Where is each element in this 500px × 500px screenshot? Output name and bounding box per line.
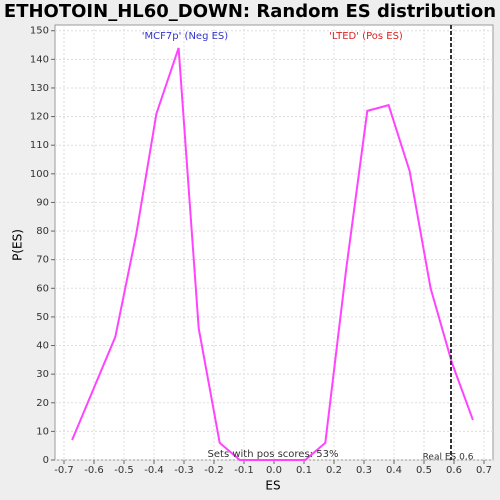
x-tick-label: 0.4: [386, 465, 402, 476]
x-tick-label: -0.4: [144, 465, 164, 476]
x-axis-title: ES: [265, 479, 280, 493]
x-tick-label: -0.5: [114, 465, 134, 476]
x-tick-label: -0.3: [174, 465, 194, 476]
y-tick-label: 120: [30, 112, 49, 123]
x-tick-label: -0.6: [84, 465, 104, 476]
y-tick-label: 110: [30, 140, 49, 151]
footnote: Sets with pos scores: 53%: [208, 449, 339, 460]
y-tick-label: 90: [36, 197, 49, 208]
y-tick-label: 80: [36, 226, 49, 237]
x-tick-label: 0.2: [326, 465, 342, 476]
chart-title: ETHOTOIN_HL60_DOWN: Random ES distributi…: [4, 1, 496, 22]
y-tick-label: 30: [36, 369, 49, 380]
x-tick-label: 0.6: [446, 465, 462, 476]
x-tick-label: -0.7: [54, 465, 74, 476]
x-tick-label: 0.1: [296, 465, 312, 476]
y-tick-label: 40: [36, 341, 49, 352]
y-tick-label: 140: [30, 54, 49, 65]
x-tick-label: 0.0: [266, 465, 282, 476]
y-tick-label: 100: [30, 169, 49, 180]
y-tick-label: 20: [36, 398, 49, 409]
x-tick-label: -0.1: [234, 465, 254, 476]
real-es-label: Real ES 0.6: [423, 453, 474, 463]
y-tick-label: 50: [36, 312, 49, 323]
x-tick-label: 0.5: [416, 465, 432, 476]
y-tick-label: 70: [36, 255, 49, 266]
line-series: [71, 47, 474, 461]
neg-label: 'MCF7p' (Neg ES): [142, 31, 228, 42]
y-tick-label: 150: [30, 26, 49, 37]
pos-label: 'LTED' (Pos ES): [329, 31, 403, 42]
y-tick-label: 60: [36, 283, 49, 294]
x-tick-label: 0.7: [476, 465, 492, 476]
y-axis-title: P(ES): [11, 229, 25, 261]
x-tick-label: -0.2: [204, 465, 224, 476]
y-tick-label: 0: [43, 455, 49, 466]
y-tick-label: 130: [30, 83, 49, 94]
x-tick-label: 0.3: [356, 465, 372, 476]
y-tick-label: 10: [36, 426, 49, 437]
